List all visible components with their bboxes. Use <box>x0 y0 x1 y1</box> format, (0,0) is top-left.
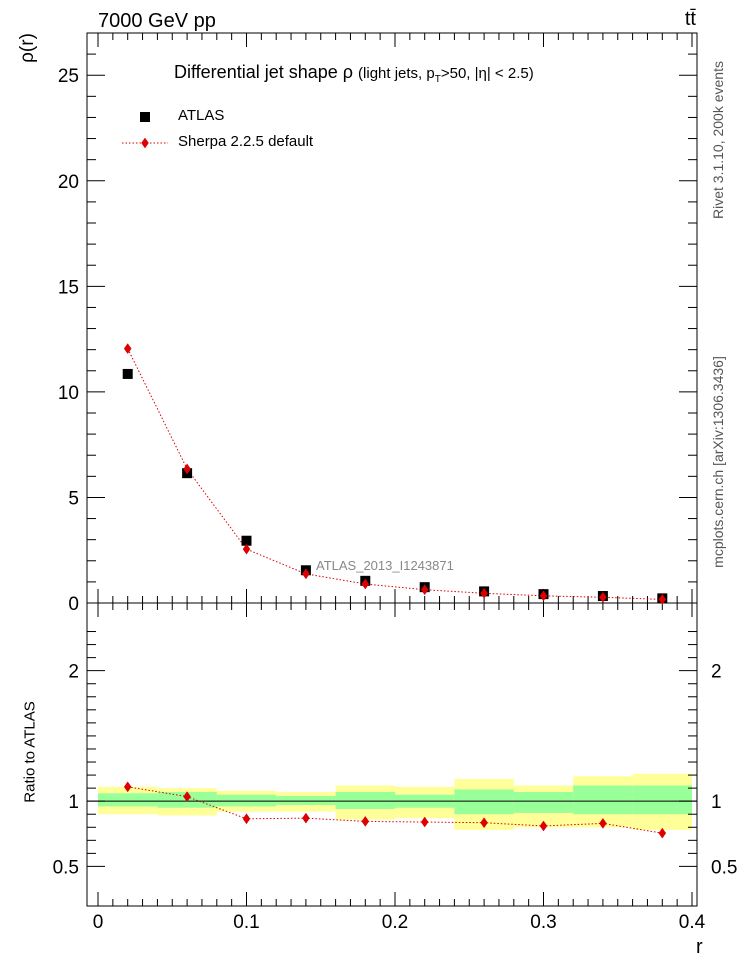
ratio-band-inner <box>632 785 692 815</box>
y-tick-label: 5 <box>68 488 79 509</box>
ratio-sherpa-point <box>302 812 310 824</box>
side-label-rivet: Rivet 3.1.10, 200k events <box>710 61 726 219</box>
analysis-tag: ATLAS_2013_I1243871 <box>316 558 454 573</box>
y-tick-label: 20 <box>58 172 79 193</box>
process-label: tt̄ <box>684 8 696 30</box>
ratio-band-inner <box>573 785 633 815</box>
atlas-point <box>241 535 252 546</box>
y-tick-label: 25 <box>58 66 79 87</box>
x-tick-label: 0.3 <box>530 912 556 933</box>
ratio-sherpa-point <box>658 827 667 839</box>
ratio-band-inner <box>216 794 277 807</box>
sherpa-point <box>599 591 607 603</box>
ratio-y-tick-label: 1 <box>68 792 79 813</box>
ratio-y-tick-label: 0.5 <box>53 857 79 878</box>
atlas-point <box>122 368 133 379</box>
y-tick-label: 10 <box>58 383 79 404</box>
sherpa-point <box>420 584 429 596</box>
ratio-sherpa-point <box>599 817 607 829</box>
chart-title-main: Differential jet shape ρ <box>174 62 354 82</box>
sherpa-point <box>539 590 548 602</box>
y-tick-label: 15 <box>58 277 79 298</box>
x-tick-label: 0.1 <box>233 912 259 933</box>
ratio-y-tick-label-right: 1 <box>711 792 722 813</box>
ratio-sherpa-point <box>420 816 429 828</box>
sherpa-point <box>123 343 132 355</box>
sherpa-point <box>183 463 191 475</box>
ratio-sherpa-line <box>127 786 663 834</box>
legend-marker-atlas <box>140 112 150 122</box>
x-tick-label: 0.4 <box>679 912 706 933</box>
energy-label: 7000 GeV pp <box>98 10 216 32</box>
legend-label-atlas: ATLAS <box>178 107 225 124</box>
ratio-band-inner <box>335 792 395 810</box>
x-tick-label: 0 <box>93 912 104 933</box>
y-axis-title-main: ρ(r) <box>17 33 38 63</box>
ratio-band-inner <box>98 793 158 807</box>
sherpa-point <box>242 543 251 555</box>
ratio-y-tick-label-right: 0.5 <box>711 857 737 878</box>
sherpa-point <box>658 593 667 605</box>
y-tick-label: 0 <box>68 594 79 615</box>
x-axis-title: r <box>696 936 703 958</box>
chart-title: Differential jet shape ρ (light jets, pT… <box>174 62 534 85</box>
legend-marker-sherpa <box>141 137 149 149</box>
ratio-sherpa-point <box>539 820 548 832</box>
chart-title-suffix: (light jets, pT>50, |η| < 2.5) <box>358 65 534 85</box>
side-label-mcplots: mcplots.cern.ch [arXiv:1306.3436] <box>710 356 726 568</box>
ratio-sherpa-point <box>242 813 251 825</box>
ratio-y-tick-label: 2 <box>68 662 79 683</box>
x-tick-label: 0.2 <box>382 912 408 933</box>
ratio-sherpa-point <box>361 815 370 827</box>
ratio-sherpa-point <box>183 791 191 803</box>
legend-label-sherpa: Sherpa 2.2.5 default <box>178 133 314 150</box>
sherpa-point <box>302 568 310 580</box>
ratio-y-tick-label-right: 2 <box>711 662 722 683</box>
sherpa-point <box>480 587 488 599</box>
ratio-band-inner <box>276 795 336 806</box>
sherpa-point <box>361 578 370 590</box>
y-axis-title-ratio: Ratio to ATLAS <box>21 701 39 803</box>
ratio-band-inner <box>454 789 514 815</box>
ratio-plot-frame <box>86 602 698 907</box>
ratio-band-inner <box>513 792 574 813</box>
ratio-sherpa-point <box>123 781 132 793</box>
ratio-sherpa-point <box>480 817 488 829</box>
